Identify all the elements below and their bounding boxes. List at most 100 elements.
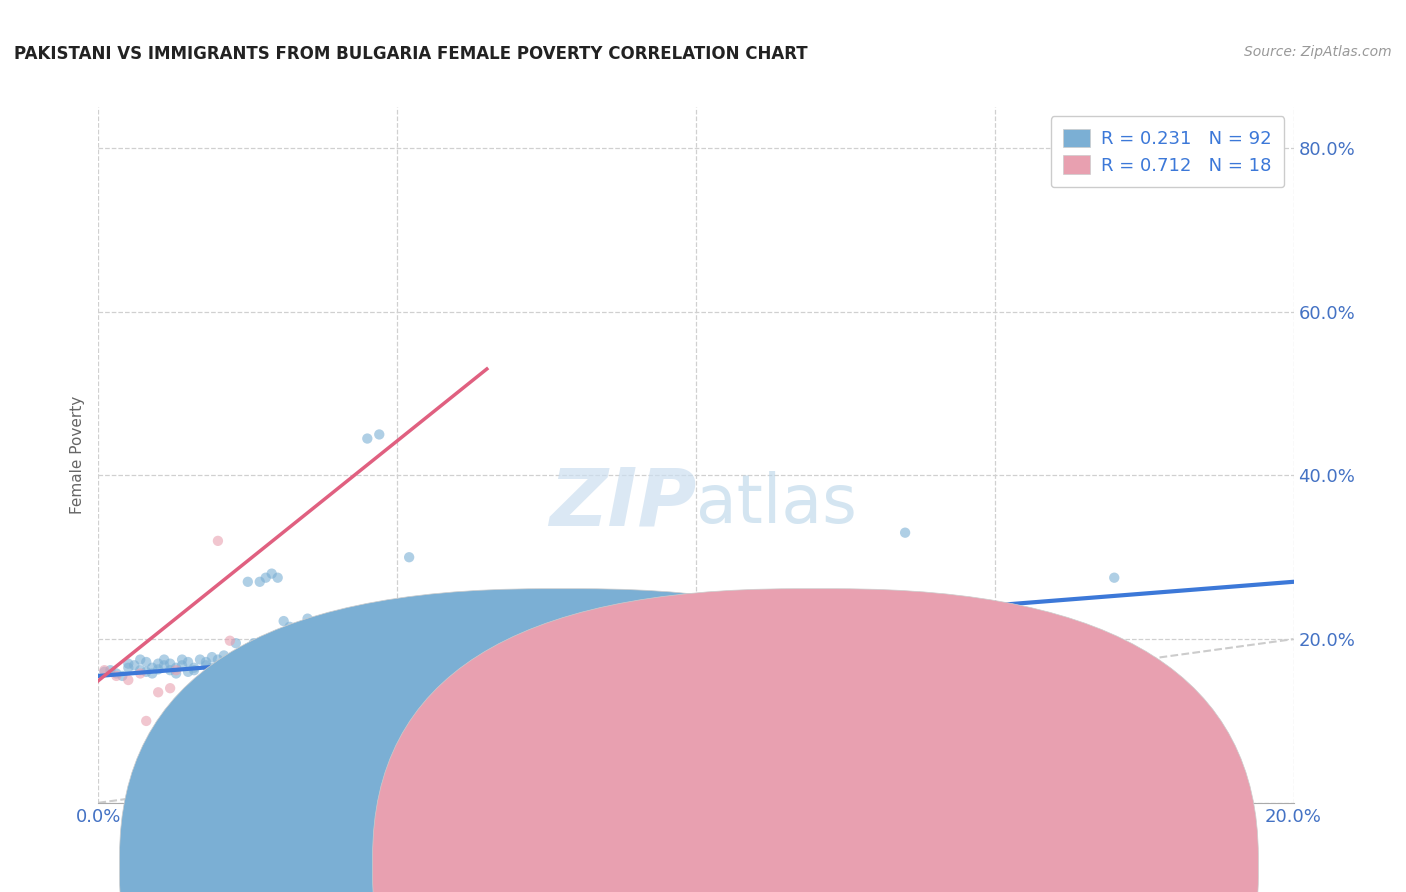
Point	[793, 690, 815, 704]
Point	[201, 650, 224, 665]
Point	[595, 615, 617, 630]
Text: PAKISTANI VS IMMIGRANTS FROM BULGARIA FEMALE POVERTY CORRELATION CHART: PAKISTANI VS IMMIGRANTS FROM BULGARIA FE…	[14, 45, 807, 62]
Point	[302, 615, 325, 630]
Point	[416, 622, 439, 636]
Point	[315, 706, 337, 720]
Point	[172, 652, 194, 666]
Point	[236, 681, 259, 696]
Point	[297, 612, 319, 626]
Point	[93, 663, 115, 677]
Text: Pakistanis: Pakistanis	[605, 856, 688, 874]
Point	[135, 714, 157, 728]
Point	[332, 612, 354, 626]
Legend: R = 0.231   N = 92, R = 0.712   N = 18: R = 0.231 N = 92, R = 0.712 N = 18	[1050, 116, 1285, 187]
Point	[183, 663, 205, 677]
Point	[135, 665, 157, 679]
Point	[165, 661, 187, 675]
Point	[434, 615, 457, 630]
Point	[183, 661, 205, 675]
Point	[124, 658, 146, 673]
Point	[159, 681, 181, 696]
Text: Immigrants from Bulgaria: Immigrants from Bulgaria	[844, 856, 1057, 874]
Point	[446, 636, 468, 650]
Point	[583, 624, 606, 638]
Point	[207, 652, 229, 666]
Point	[135, 655, 157, 669]
Point	[924, 661, 946, 675]
Point	[1043, 620, 1066, 634]
Point	[129, 663, 152, 677]
Point	[756, 685, 779, 699]
Point	[344, 612, 367, 626]
Point	[153, 658, 176, 673]
Point	[236, 574, 259, 589]
Point	[225, 636, 247, 650]
Point	[148, 662, 170, 676]
Point	[865, 615, 887, 630]
Point	[177, 655, 200, 669]
Point	[894, 525, 917, 540]
Point	[267, 690, 290, 704]
Point	[141, 661, 163, 675]
Point	[506, 624, 529, 638]
Point	[165, 666, 187, 681]
Point	[494, 628, 516, 642]
Point	[291, 636, 314, 650]
Point	[117, 673, 139, 687]
Point	[105, 669, 128, 683]
Point	[1104, 571, 1126, 585]
Point	[219, 655, 242, 669]
Point	[254, 685, 277, 699]
Point	[1014, 775, 1036, 789]
Text: Source: ZipAtlas.com: Source: ZipAtlas.com	[1244, 45, 1392, 59]
Point	[326, 632, 349, 646]
Point	[297, 693, 319, 707]
Point	[172, 658, 194, 673]
Point	[368, 427, 391, 442]
Point	[148, 657, 170, 671]
Point	[536, 620, 558, 634]
Point	[195, 655, 218, 669]
Point	[475, 620, 498, 634]
Point	[219, 633, 242, 648]
Point	[111, 669, 134, 683]
Point	[201, 661, 224, 675]
Text: ZIP: ZIP	[548, 465, 696, 542]
Point	[733, 632, 755, 646]
Point	[284, 734, 307, 748]
Point	[141, 666, 163, 681]
Point	[207, 533, 229, 548]
Point	[374, 624, 396, 638]
Point	[655, 620, 678, 634]
Point	[148, 685, 170, 699]
Point	[117, 661, 139, 675]
Point	[129, 666, 152, 681]
Point	[159, 657, 181, 671]
Point	[117, 657, 139, 671]
Point	[177, 665, 200, 679]
Point	[231, 644, 253, 658]
Point	[267, 571, 290, 585]
Point	[165, 663, 187, 677]
Point	[308, 624, 330, 638]
Point	[260, 566, 283, 581]
Point	[278, 620, 301, 634]
Point	[254, 571, 277, 585]
Point	[984, 620, 1007, 634]
Point	[745, 620, 768, 634]
Point	[105, 666, 128, 681]
Point	[398, 550, 420, 565]
Point	[356, 432, 378, 446]
Point	[195, 658, 218, 673]
Point	[565, 632, 588, 646]
Point	[458, 628, 481, 642]
Point	[212, 648, 235, 663]
Point	[775, 624, 797, 638]
Point	[98, 663, 122, 677]
Point	[249, 574, 271, 589]
Point	[159, 663, 181, 677]
Point	[273, 614, 295, 628]
Point	[188, 652, 211, 666]
Point	[219, 661, 242, 675]
Point	[195, 677, 218, 691]
